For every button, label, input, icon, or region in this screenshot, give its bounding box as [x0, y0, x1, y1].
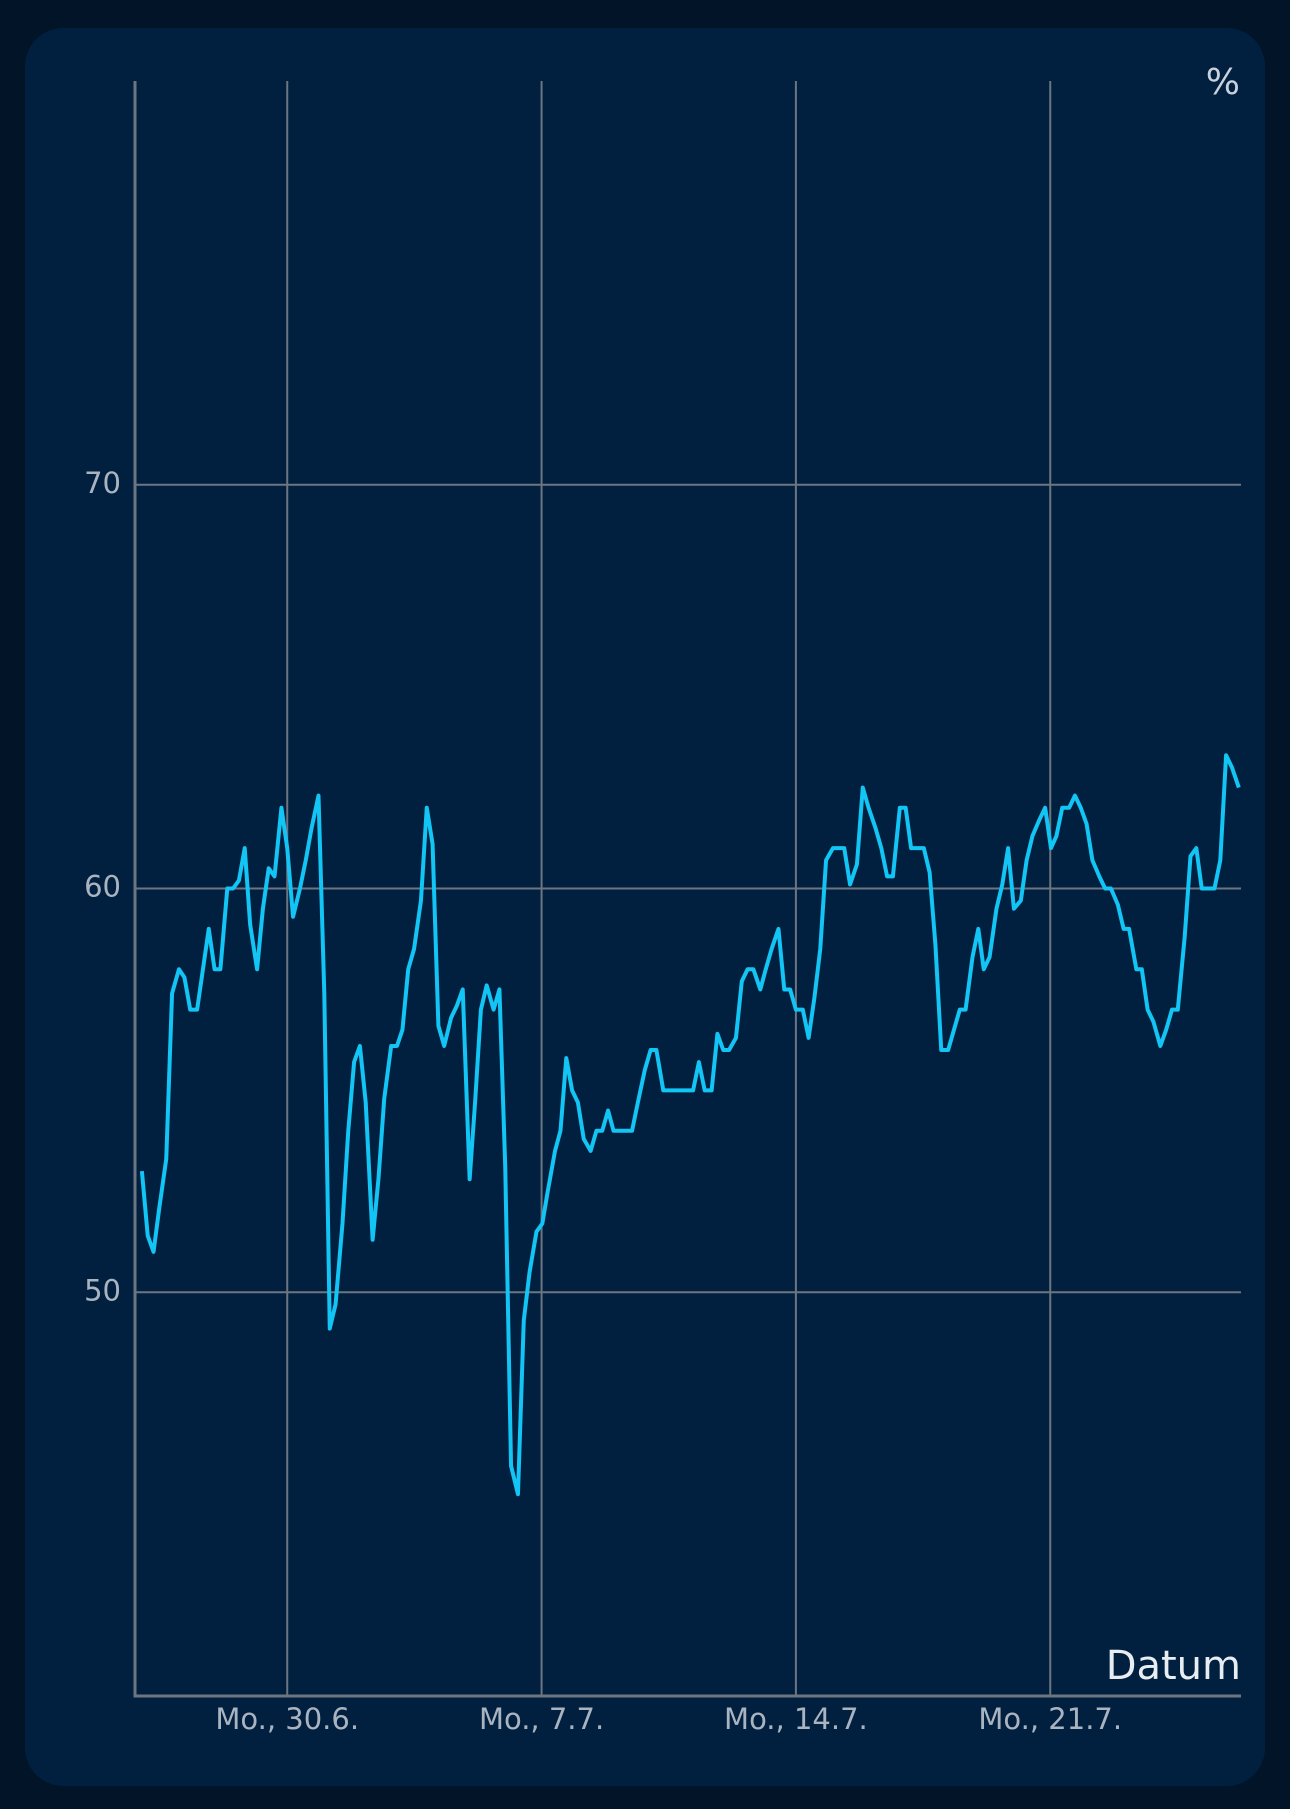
x-tick-label: Mo., 30.6.: [215, 1702, 359, 1736]
y-tick-label: 60: [84, 870, 121, 904]
y-tick-label: 70: [84, 466, 121, 500]
line-series: [139, 753, 1241, 1497]
x-tick-label: Mo., 7.7.: [479, 1702, 604, 1736]
x-tick-label: Mo., 21.7.: [978, 1702, 1122, 1736]
y-axis-label: %: [1206, 62, 1240, 103]
x-axis-label: Datum: [1106, 1643, 1241, 1689]
x-tick-label: Mo., 14.7.: [724, 1702, 868, 1736]
card: [25, 28, 1265, 1786]
y-tick-label: 50: [84, 1273, 121, 1307]
